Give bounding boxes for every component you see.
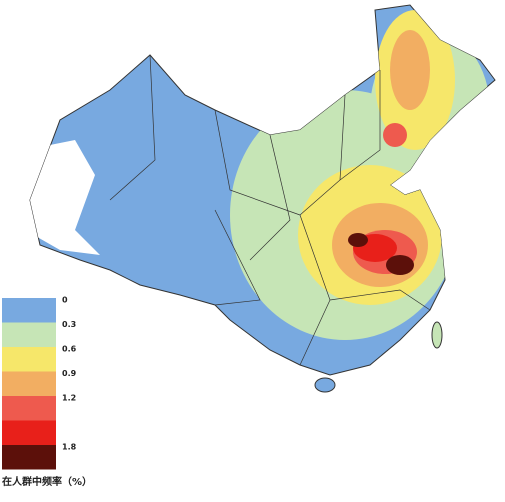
legend-swatch	[2, 371, 56, 396]
no-data-area	[30, 140, 100, 255]
area-high	[383, 123, 407, 147]
legend-swatch	[2, 298, 56, 323]
legend-label: 0.6	[62, 345, 77, 354]
frequency-areas	[30, 10, 490, 340]
legend-label: 0.9	[62, 369, 77, 378]
legend-swatch	[2, 396, 56, 421]
legend: 在人群中频率（%） 0 0.3 0.6 0.9 1.2 1.8	[2, 296, 92, 488]
legend-swatch	[2, 322, 56, 347]
map	[29, 4, 496, 393]
legend-swatch	[2, 445, 56, 470]
legend-label: 1.8	[62, 443, 77, 452]
legend-label: 0.3	[62, 320, 76, 329]
island	[431, 321, 443, 349]
area-peak	[386, 255, 414, 275]
legend-swatch	[2, 420, 56, 445]
legend-label: 0	[62, 296, 68, 305]
area-high	[390, 30, 430, 110]
legend-title: 在人群中频率（%）	[2, 475, 92, 488]
legend-swatch	[2, 347, 56, 372]
legend-label: 1.2	[62, 394, 76, 403]
island	[314, 377, 336, 393]
area-peak	[348, 233, 368, 247]
province-borders	[109, 54, 431, 366]
